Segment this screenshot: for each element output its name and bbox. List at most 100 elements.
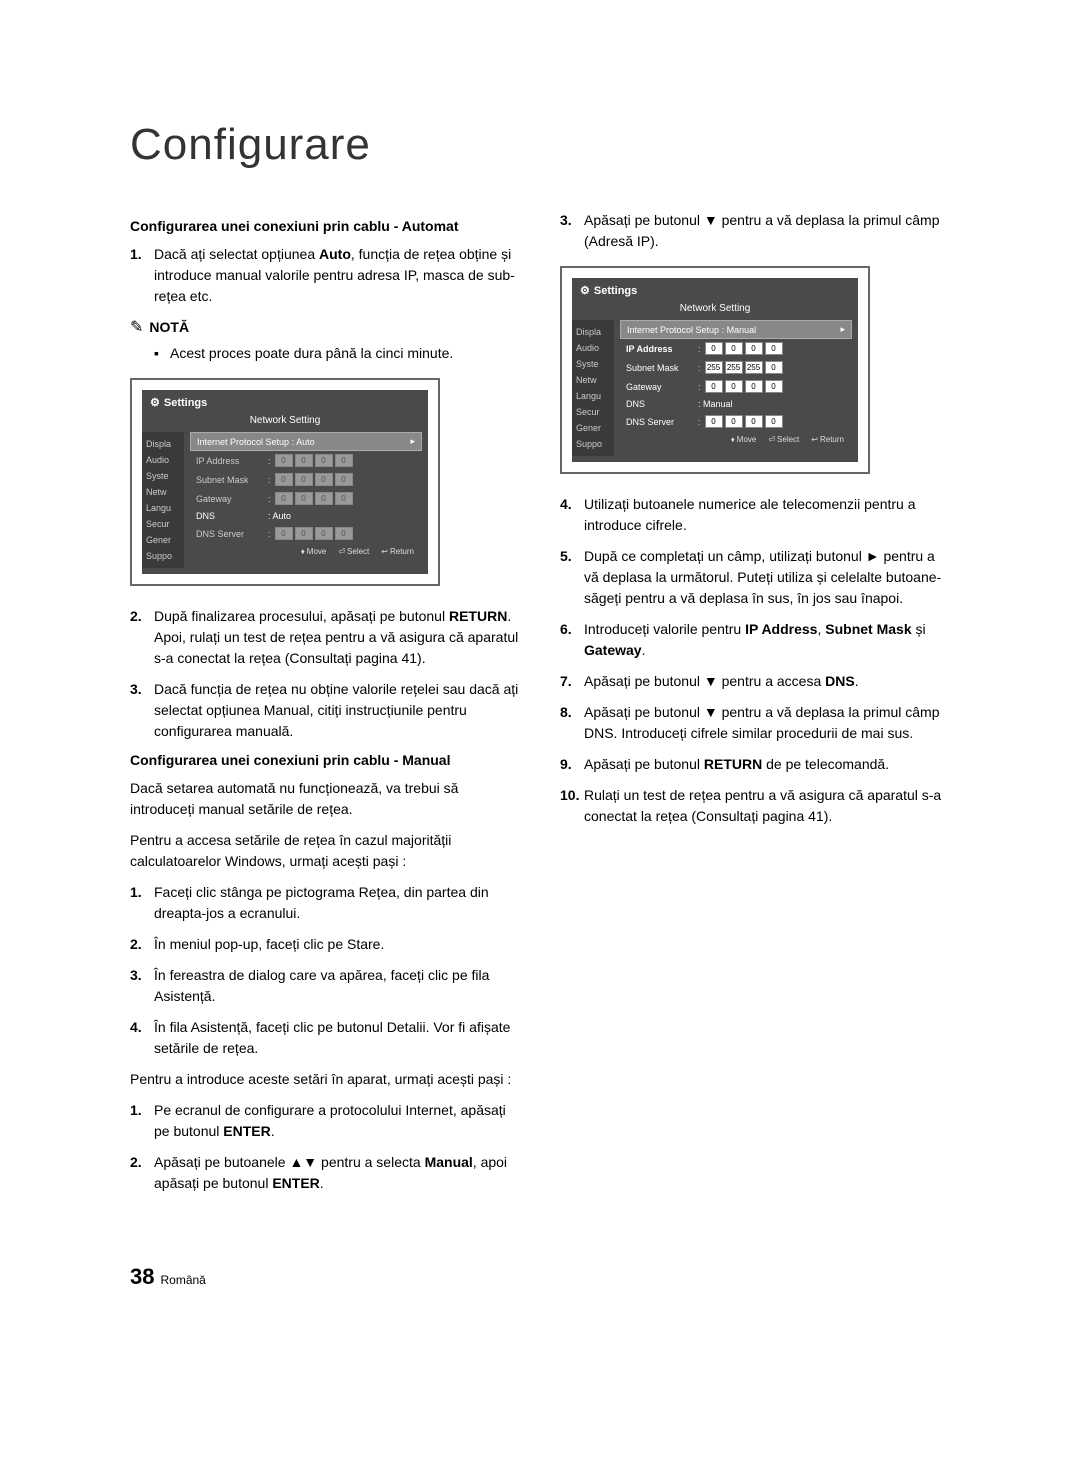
dns-row: DNS : Manual <box>620 396 852 412</box>
gateway-octet[interactable]: 0 <box>705 380 723 393</box>
step-number: 3. <box>130 679 154 742</box>
dialog-footer: ♦ Move ⏎ Select ↩ Return <box>190 543 422 556</box>
gateway-octet[interactable]: 0 <box>765 380 783 393</box>
bullet-item: ▪ Acest proces poate dura până la cinci … <box>154 343 520 364</box>
protocol-setup-row[interactable]: Internet Protocol Setup : Manual ▸ <box>620 320 852 339</box>
sidebar-item[interactable]: Displa <box>572 324 614 340</box>
ip-octet[interactable]: 0 <box>275 454 293 467</box>
bullet-mark: ▪ <box>154 343 170 364</box>
gateway-octet[interactable]: 0 <box>725 380 743 393</box>
gateway-row: Gateway : 0 0 0 0 <box>190 489 422 508</box>
note-icon: ✎ <box>130 317 143 337</box>
list-item: 3. Dacă funcția de rețea nu obține valor… <box>130 679 520 742</box>
sidebar-item[interactable]: Audio <box>142 452 184 468</box>
field-label: IP Address <box>626 344 698 354</box>
ip-octet[interactable]: 0 <box>745 342 763 355</box>
dns-octet[interactable]: 0 <box>725 415 743 428</box>
field-label: DNS Server <box>626 417 698 427</box>
dns-octet[interactable]: 0 <box>765 415 783 428</box>
dns-octet[interactable]: 0 <box>705 415 723 428</box>
list-item: 10.Rulați un test de rețea pentru a vă a… <box>560 785 950 827</box>
sidebar-item[interactable]: Syste <box>572 356 614 372</box>
gateway-octet[interactable]: 0 <box>745 380 763 393</box>
subnet-octet[interactable]: 0 <box>275 473 293 486</box>
list-item: 1.Faceți clic stânga pe pictograma Rețea… <box>130 882 520 924</box>
gateway-octet[interactable]: 0 <box>335 492 353 505</box>
sidebar-item[interactable]: Secur <box>142 516 184 532</box>
protocol-setup-row[interactable]: Internet Protocol Setup : Auto ▸ <box>190 432 422 451</box>
right-column: 3.Apăsați pe butonul ▼ pentru a vă depla… <box>560 210 950 1204</box>
dns-row: DNS : Auto <box>190 508 422 524</box>
dns-octet[interactable]: 0 <box>315 527 333 540</box>
chevron-right-icon: ▸ <box>410 436 415 447</box>
list-item: 8.Apăsați pe butonul ▼ pentru a vă depla… <box>560 702 950 744</box>
subnet-octet[interactable]: 0 <box>335 473 353 486</box>
sidebar-item[interactable]: Secur <box>572 404 614 420</box>
dns-value: Auto <box>273 511 292 521</box>
sidebar-item[interactable]: Gener <box>572 420 614 436</box>
dns-octet[interactable]: 0 <box>295 527 313 540</box>
select-hint: ⏎ Select <box>768 435 799 444</box>
dns-server-row: DNS Server : 0 0 0 0 <box>190 524 422 543</box>
sidebar-item[interactable]: Gener <box>142 532 184 548</box>
list-item: 2.În meniul pop-up, faceți clic pe Stare… <box>130 934 520 955</box>
subnet-octet[interactable]: 0 <box>295 473 313 486</box>
sidebar-item[interactable]: Audio <box>572 340 614 356</box>
settings-dialog-auto: ⚙ Settings Network Setting Displa Audio … <box>130 378 440 586</box>
gear-icon: ⚙ <box>580 284 590 297</box>
ip-octet[interactable]: 0 <box>765 342 783 355</box>
gateway-octet[interactable]: 0 <box>275 492 293 505</box>
subnet-row: Subnet Mask : 0 0 0 0 <box>190 470 422 489</box>
list-item: 5.După ce completați un câmp, utilizați … <box>560 546 950 609</box>
sidebar-item[interactable]: Suppo <box>142 548 184 564</box>
ip-octet[interactable]: 0 <box>725 342 743 355</box>
field-label: IP Address <box>196 456 268 466</box>
return-hint: ↩ Return <box>381 547 414 556</box>
field-label: Gateway <box>626 382 698 392</box>
bullet-text: Acest proces poate dura până la cinci mi… <box>170 343 453 364</box>
dns-server-row: DNS Server : 0 0 0 0 <box>620 412 852 431</box>
protocol-label: Internet Protocol Setup : Manual <box>627 325 840 335</box>
subnet-row: Subnet Mask : 255 255 255 0 <box>620 358 852 377</box>
ip-octet[interactable]: 0 <box>295 454 313 467</box>
subnet-octet[interactable]: 255 <box>745 361 763 374</box>
dns-value: Manual <box>703 399 733 409</box>
dns-octet[interactable]: 0 <box>745 415 763 428</box>
dialog-header: Settings <box>164 397 420 409</box>
subnet-octet[interactable]: 255 <box>725 361 743 374</box>
sidebar-item[interactable]: Suppo <box>572 436 614 452</box>
gateway-octet[interactable]: 0 <box>295 492 313 505</box>
sidebar-item[interactable]: Langu <box>572 388 614 404</box>
subnet-octet[interactable]: 255 <box>705 361 723 374</box>
move-hint: ♦ Move <box>731 435 757 444</box>
sidebar-item[interactable]: Langu <box>142 500 184 516</box>
dialog-sidebar: Displa Audio Syste Netw Langu Secur Gene… <box>142 432 184 568</box>
dns-octet[interactable]: 0 <box>335 527 353 540</box>
step-text: Dacă ați selectat opțiunea Auto, funcția… <box>154 244 520 307</box>
return-hint: ↩ Return <box>811 435 844 444</box>
ip-octet[interactable]: 0 <box>335 454 353 467</box>
sidebar-item[interactable]: Displa <box>142 436 184 452</box>
ip-octet[interactable]: 0 <box>315 454 333 467</box>
move-hint: ♦ Move <box>301 547 327 556</box>
dns-label: DNS <box>626 399 698 409</box>
paragraph: Pentru a introduce aceste setări în apar… <box>130 1069 520 1090</box>
subnet-octet[interactable]: 0 <box>315 473 333 486</box>
protocol-label: Internet Protocol Setup : Auto <box>197 437 410 447</box>
dns-octet[interactable]: 0 <box>275 527 293 540</box>
page-title: Configurare <box>130 120 950 170</box>
settings-dialog-manual: ⚙ Settings Network Setting Displa Audio … <box>560 266 870 474</box>
gear-icon: ⚙ <box>150 396 160 409</box>
left-column: Configurarea unei conexiuni prin cablu -… <box>130 210 520 1204</box>
sidebar-item[interactable]: Netw <box>142 484 184 500</box>
sidebar-item[interactable]: Syste <box>142 468 184 484</box>
gateway-row: Gateway : 0 0 0 0 <box>620 377 852 396</box>
dns-label: DNS <box>196 511 268 521</box>
list-item: 9.Apăsați pe butonul RETURN de pe teleco… <box>560 754 950 775</box>
gateway-octet[interactable]: 0 <box>315 492 333 505</box>
sidebar-item[interactable]: Netw <box>572 372 614 388</box>
ip-octet[interactable]: 0 <box>705 342 723 355</box>
subnet-octet[interactable]: 0 <box>765 361 783 374</box>
step-text: După finalizarea procesului, apăsați pe … <box>154 606 520 669</box>
step-number: 2. <box>130 606 154 669</box>
